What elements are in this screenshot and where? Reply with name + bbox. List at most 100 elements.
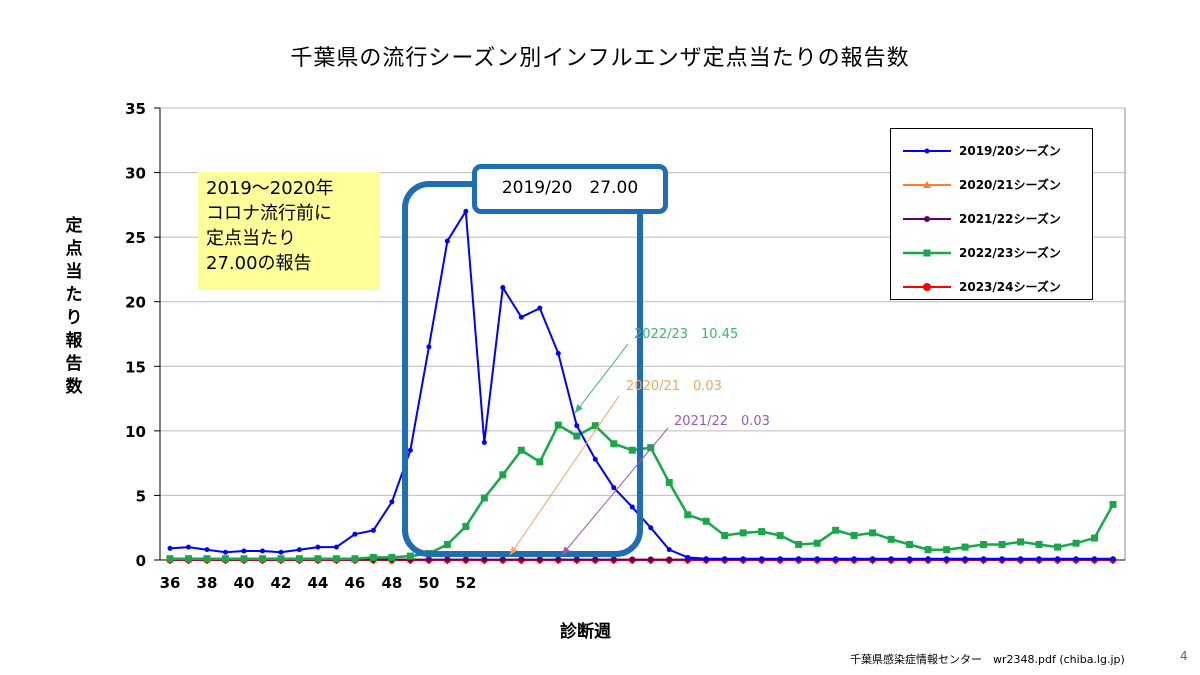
peak-callout: 2019/20 27.00 — [472, 164, 668, 214]
legend-label: 2019/20シーズン — [959, 144, 1061, 158]
x-axis-label: 診断週 — [560, 622, 611, 642]
data-point — [258, 555, 266, 563]
legend-label: 2020/21シーズン — [959, 178, 1061, 192]
data-point — [573, 556, 580, 563]
data-point — [962, 556, 968, 562]
data-point — [518, 314, 524, 320]
legend-swatch — [903, 181, 951, 188]
data-point — [352, 531, 358, 537]
annotation-arrowhead — [575, 404, 583, 413]
data-point — [629, 556, 636, 563]
data-point — [721, 531, 729, 539]
data-point — [814, 556, 820, 562]
y-tick-label: 20 — [125, 294, 146, 312]
data-point — [998, 541, 1006, 549]
legend-item: 2021/22シーズン — [901, 209, 1091, 229]
data-point — [1072, 539, 1080, 547]
data-point — [443, 541, 451, 549]
data-point — [166, 555, 174, 563]
y-axis-label-char: 数 — [65, 377, 83, 397]
data-point — [1092, 556, 1098, 562]
x-tick-label: 52 — [455, 574, 476, 592]
data-point — [1017, 538, 1025, 546]
x-tick-label: 38 — [197, 574, 218, 592]
data-point — [204, 547, 210, 553]
data-point — [610, 440, 618, 448]
note-line: 2019～2020年 — [206, 178, 334, 199]
legend-item: 2019/20シーズン — [901, 141, 1091, 161]
data-point — [610, 556, 617, 563]
data-point — [906, 541, 914, 549]
annotation-arrow — [561, 427, 669, 556]
data-point — [296, 547, 302, 553]
data-point — [277, 555, 285, 563]
data-point — [259, 548, 265, 554]
legend-swatch — [903, 283, 951, 291]
data-point — [591, 422, 599, 430]
chart-title: 千葉県の流行シーズン別インフルエンザ定点当たりの報告数 — [290, 46, 910, 71]
data-point — [185, 544, 191, 550]
y-tick-label: 10 — [125, 423, 146, 441]
data-point — [480, 494, 488, 502]
x-tick-label: 36 — [160, 574, 181, 592]
data-point — [648, 525, 654, 531]
data-point — [203, 555, 211, 563]
note-line: 27.00の報告 — [206, 253, 312, 274]
data-point — [739, 529, 747, 537]
legend-swatch — [903, 216, 951, 222]
data-point — [833, 556, 839, 562]
data-point — [462, 522, 470, 530]
data-point — [758, 528, 766, 536]
data-point — [389, 499, 395, 505]
data-point — [278, 549, 284, 555]
data-point — [332, 555, 340, 563]
data-point — [537, 305, 543, 311]
data-point — [518, 556, 525, 563]
data-point — [240, 555, 248, 563]
data-point — [980, 541, 988, 549]
annotation-arrowhead — [510, 546, 518, 555]
y-axis-label-char: 点 — [65, 239, 83, 259]
data-point — [647, 556, 654, 563]
data-point — [685, 554, 691, 560]
annotation-arrow — [509, 395, 620, 556]
data-point — [722, 556, 728, 562]
data-point — [628, 446, 636, 454]
annotation-label: 2020/21 0.03 — [626, 379, 722, 394]
data-point — [981, 556, 987, 562]
y-axis-label: 定点当たり報告数 — [60, 215, 88, 399]
source-footer: 千葉県感染症情報センター wr2348.pdf (chiba.lg.jp) — [850, 653, 1125, 666]
data-point — [592, 556, 599, 563]
x-tick-label: 46 — [344, 574, 365, 592]
y-tick-label: 5 — [136, 487, 146, 505]
y-axis-label-char: 定 — [65, 216, 83, 236]
data-point — [925, 556, 931, 562]
data-point — [665, 479, 673, 487]
y-tick-label: 25 — [125, 229, 146, 247]
data-point — [555, 556, 562, 563]
data-point — [315, 544, 321, 550]
legend-label: 2021/22シーズン — [959, 212, 1061, 226]
data-point — [425, 556, 432, 563]
note-box: 2019～2020年 コロナ流行前に 定点当たり 27.00の報告 — [198, 172, 380, 290]
data-point — [795, 541, 803, 549]
data-point — [333, 544, 339, 550]
data-point — [961, 543, 969, 551]
y-axis-label-char: 報 — [65, 331, 83, 351]
data-point — [870, 556, 876, 562]
data-point — [167, 545, 173, 551]
data-point — [351, 555, 359, 563]
data-point — [1035, 541, 1043, 549]
data-point — [241, 548, 247, 554]
note-line: 定点当たり — [206, 228, 296, 249]
data-point — [295, 555, 303, 563]
data-point — [850, 531, 858, 539]
legend-item: 2023/24シーズン — [901, 277, 1091, 297]
page-number: 4 — [1180, 649, 1188, 663]
annotation-label: 2021/22 0.03 — [674, 414, 770, 429]
data-point — [388, 553, 396, 561]
data-point — [554, 421, 562, 429]
data-point — [943, 546, 951, 554]
data-point — [776, 531, 784, 539]
